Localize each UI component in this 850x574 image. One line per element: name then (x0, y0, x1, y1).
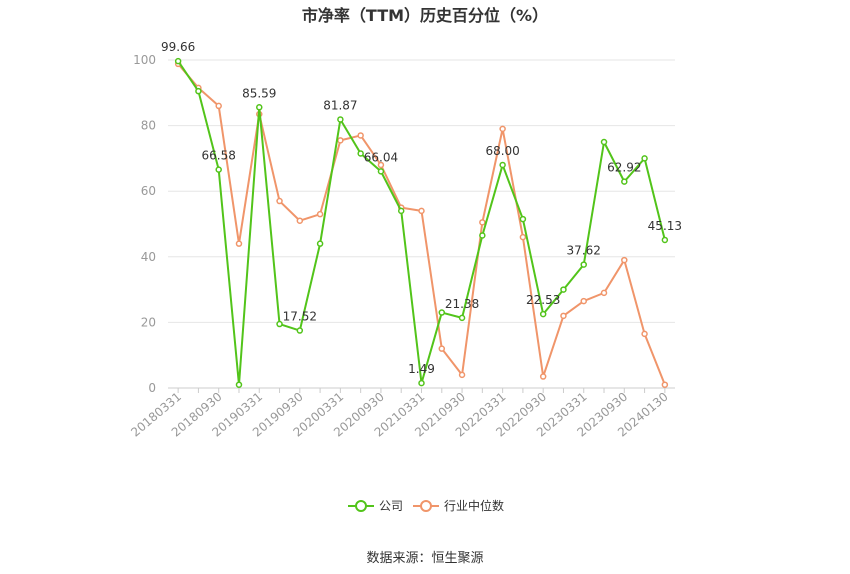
data-label: 68.00 (485, 144, 519, 158)
data-point (600, 138, 608, 146)
data-point (580, 297, 587, 305)
data-point (397, 207, 405, 215)
data-label: 99.66 (161, 40, 195, 54)
data-point (661, 236, 669, 244)
data-label: 85.59 (242, 86, 276, 100)
y-tick-label: 100 (133, 53, 156, 67)
legend-label: 行业中位数 (444, 498, 504, 513)
data-label: 1.49 (408, 362, 435, 376)
data-point (235, 240, 243, 247)
y-tick-label: 0 (148, 381, 156, 395)
legend-item-0[interactable]: 公司 (348, 499, 403, 513)
legend-swatch-marker (355, 500, 367, 512)
data-point (357, 132, 364, 139)
data-point (499, 125, 506, 133)
data-point (499, 161, 506, 169)
data-point (296, 217, 304, 224)
data-point (438, 345, 446, 352)
data-point (539, 310, 547, 318)
data-point (256, 104, 263, 111)
data-point (377, 168, 385, 175)
data-point (519, 215, 527, 223)
y-axis: 0 20 40 60 80 100 (133, 53, 156, 395)
data-point (580, 261, 587, 268)
data-label: 21.38 (445, 297, 479, 311)
data-label: 62.92 (607, 161, 641, 175)
y-tick-label: 20 (141, 315, 156, 329)
chart-title: 市净率（TTM）历史百分位（%） (302, 6, 548, 25)
data-point (337, 137, 344, 144)
data-label: 66.04 (364, 150, 398, 164)
data-point (458, 371, 466, 379)
legend[interactable]: 公司 行业中位数 (348, 498, 504, 513)
data-point (560, 286, 567, 293)
y-tick-label: 80 (141, 119, 156, 133)
series-lines (174, 57, 669, 388)
data-point (337, 116, 344, 123)
y-tick-label: 40 (141, 250, 156, 264)
data-point (479, 232, 486, 239)
data-labels: 99.66 66.58 85.59 17.52 81.87 66.04 1.49 21.38 6… (161, 40, 682, 376)
data-point (215, 166, 222, 173)
data-point (215, 102, 222, 110)
data-point (418, 379, 425, 387)
data-label: 81.87 (323, 98, 357, 112)
data-point (195, 87, 202, 95)
data-point (296, 327, 304, 334)
data-point (316, 210, 324, 218)
data-point (438, 309, 446, 316)
data-point (458, 314, 466, 322)
data-point (600, 289, 608, 297)
data-label: 66.58 (202, 149, 236, 163)
data-point (276, 197, 283, 205)
data-point (276, 320, 283, 328)
legend-item-1[interactable]: 行业中位数 (413, 498, 504, 513)
data-point (357, 150, 364, 157)
series-line-0 (177, 60, 666, 386)
x-axis: 2018033120180930201903312019093020200331… (128, 387, 675, 440)
source-note: 数据来源：恒生聚源 (366, 551, 483, 566)
data-point (316, 240, 324, 247)
data-point (418, 207, 425, 215)
data-point (479, 219, 486, 226)
data-point (174, 57, 182, 65)
data-point (621, 256, 628, 264)
legend-swatch-marker (420, 500, 432, 512)
data-point (641, 155, 648, 162)
data-label: 22.53 (526, 293, 560, 307)
y-tick-label: 60 (141, 184, 156, 198)
data-point (377, 161, 385, 169)
data-point (539, 373, 547, 380)
data-point (519, 233, 527, 241)
data-point (560, 312, 567, 320)
data-label: 45.13 (648, 219, 682, 233)
data-label: 17.52 (283, 310, 317, 324)
data-point (621, 178, 628, 185)
data-point (235, 381, 243, 388)
legend-label: 公司 (379, 499, 403, 513)
data-point (641, 330, 648, 338)
data-point (661, 381, 669, 388)
data-label: 37.62 (567, 244, 601, 258)
